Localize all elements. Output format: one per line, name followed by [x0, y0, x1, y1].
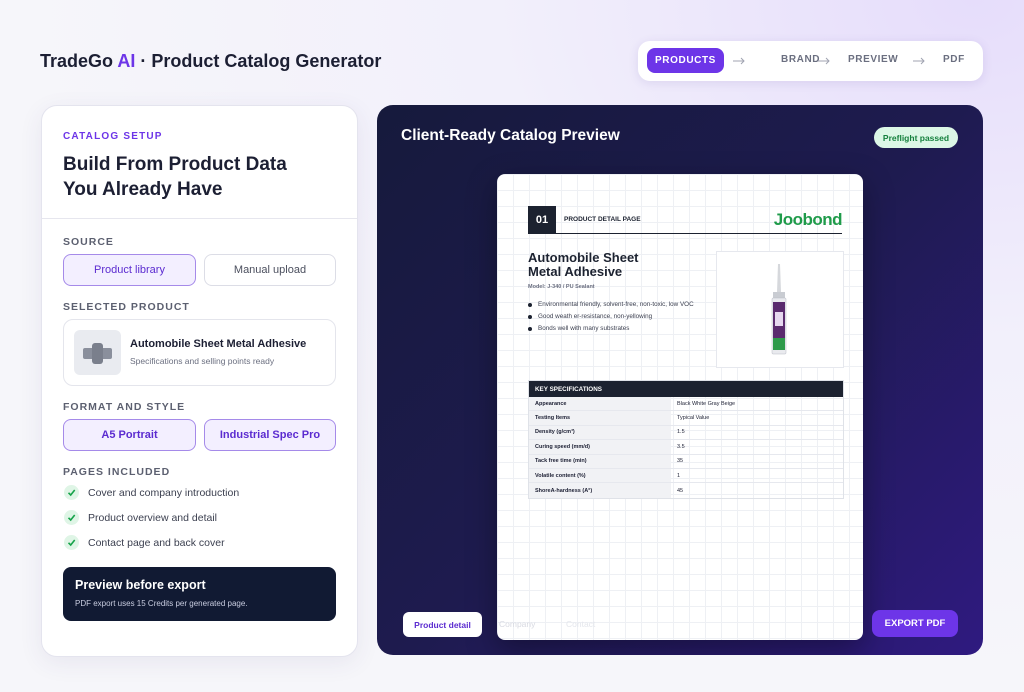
spec-value: 1: [677, 472, 681, 479]
heading: Build From Product Data You Already Have: [63, 152, 287, 202]
spec-key: Density (g/cm³): [529, 425, 671, 440]
spec-key: Testing Items: [529, 411, 671, 425]
check-icon: [64, 485, 79, 500]
divider: [42, 218, 357, 219]
bullets: Environmental friendly, solvent-free, no…: [528, 300, 703, 333]
spec-row: Tack free time (min) 35: [529, 454, 843, 469]
spec-key: Tack free time (min): [529, 454, 671, 468]
spec-value: Typical Value: [677, 415, 710, 422]
page-item: Contact page and back cover: [88, 537, 225, 549]
bullet: Good weath er-resistance, non-yellowing: [528, 312, 703, 321]
notice-title: Preview before export: [75, 578, 206, 592]
notice: Preview before export PDF export uses 15…: [63, 567, 336, 621]
spec-value: 45: [677, 487, 684, 494]
spec-key: Appearance: [529, 397, 671, 411]
spec-value: 3.5: [677, 443, 685, 450]
section-label: SELECTED PRODUCT: [63, 301, 190, 313]
spec-row: ShoreA-hardness (A°) 45: [529, 483, 843, 498]
step[interactable]: PDF: [943, 54, 965, 65]
bullet: Bonds well with many substrates: [528, 324, 703, 333]
setup-card: CATALOG SETUP Build From Product Data You…: [41, 105, 358, 657]
spec-row: Volatile content (%) 1: [529, 468, 843, 484]
step[interactable]: PRODUCTS: [647, 48, 724, 73]
option-button[interactable]: Industrial Spec Pro: [204, 419, 336, 451]
product-thumb: [74, 330, 121, 375]
check-icon: [64, 535, 79, 550]
product-icon: [83, 343, 112, 364]
doc-title-line: Automobile Sheet: [528, 250, 639, 265]
catalog-page: 01 PRODUCT DETAIL PAGE Joobond Automobil…: [497, 174, 863, 640]
bullet-text: Good weath er-resistance, non-yellowing: [538, 313, 653, 320]
option-button[interactable]: A5 Portrait: [63, 419, 196, 451]
preview-panel: Client-Ready Catalog Preview Preflight p…: [377, 105, 983, 655]
bullet: Environmental friendly, solvent-free, no…: [528, 300, 703, 309]
spec-row: Appearance Black White Gray Beige: [529, 397, 843, 412]
page-item: Cover and company introduction: [88, 487, 240, 499]
check-icon: [64, 510, 79, 525]
doc-title: Automobile Sheet Metal Adhesive: [528, 251, 639, 279]
step[interactable]: PREVIEW: [848, 54, 899, 65]
export-button[interactable]: EXPORT PDF: [872, 610, 958, 637]
tab[interactable]: Product detail: [403, 612, 482, 637]
app-title: TradeGo AI · Product Catalog Generator: [40, 51, 381, 71]
tab[interactable]: Company: [499, 619, 536, 629]
option-button[interactable]: Product library: [63, 254, 196, 286]
step[interactable]: BRAND: [781, 54, 821, 65]
heading-line: Build From Product Data: [63, 154, 287, 175]
model: Model: J-340 / PU Sealant: [528, 284, 595, 290]
spec-key: ShoreA-hardness (A°): [529, 483, 671, 498]
brand-accent: AI: [117, 51, 136, 71]
product-card[interactable]: Automobile Sheet Metal Adhesive Specific…: [63, 319, 336, 386]
spec-key: Volatile content (%): [529, 468, 671, 483]
product-note: Specifications and selling points ready: [130, 356, 275, 366]
option-button[interactable]: Manual upload: [204, 254, 336, 286]
spec-value: 35: [677, 458, 684, 465]
tab[interactable]: Contact: [566, 619, 596, 629]
page-item: Product overview and detail: [88, 512, 217, 524]
section-label: PAGES INCLUDED: [63, 466, 171, 478]
spec-value: 1.5: [677, 429, 685, 436]
bullet-text: Bonds well with many substrates: [538, 325, 630, 332]
title: · Product Catalog Generator: [140, 51, 382, 71]
arrow-icon: [733, 57, 745, 65]
spec-table: KEY SPECIFICATIONS Appearance Black White…: [528, 380, 844, 499]
section-label: SOURCE: [63, 236, 114, 248]
spec-row: Density (g/cm³) 1.5: [529, 425, 843, 441]
eyebrow: CATALOG SETUP: [63, 131, 163, 142]
doc-title-line: Metal Adhesive: [528, 264, 623, 279]
heading-line: You Already Have: [63, 179, 223, 200]
spec-row: Testing Items Typical Value: [529, 411, 843, 426]
product-name: Automobile Sheet Metal Adhesive: [130, 338, 307, 350]
spec-title: KEY SPECIFICATIONS: [529, 381, 843, 397]
status-badge: Preflight passed: [874, 127, 958, 148]
bullet-text: Environmental friendly, solvent-free, no…: [538, 301, 694, 308]
spec-row: Curing speed (mm/d) 3.5: [529, 440, 843, 455]
brand: TradeGo: [40, 51, 114, 71]
logo: Joobond: [773, 210, 843, 229]
page-number: 01: [528, 206, 556, 233]
section-label: FORMAT AND STYLE: [63, 401, 186, 413]
tube-illustration: [771, 264, 787, 355]
arrow-icon: [818, 57, 830, 65]
rule: [528, 233, 842, 234]
stepper: PRODUCTS BRAND PREVIEW PDF: [638, 41, 983, 81]
arrow-icon: [913, 57, 925, 65]
page-label: PRODUCT DETAIL PAGE: [564, 216, 641, 223]
product-image: [716, 251, 844, 368]
spec-key: Curing speed (mm/d): [529, 440, 671, 454]
preview-title: Client-Ready Catalog Preview: [401, 127, 620, 144]
notice-text: PDF export uses 15 Credits per generated…: [75, 599, 248, 608]
spec-value: Black White Gray Beige: [677, 400, 736, 407]
